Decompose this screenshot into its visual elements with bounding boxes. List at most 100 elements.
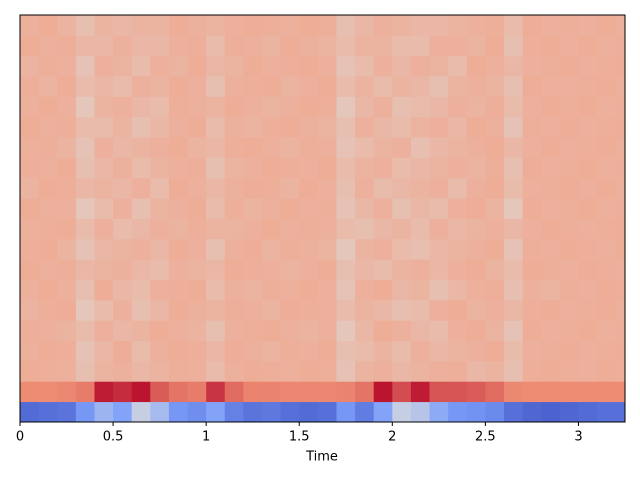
heatmap-cell — [280, 15, 300, 36]
heatmap-cell — [485, 55, 505, 77]
heatmap-cell — [150, 198, 170, 219]
heatmap-cell — [466, 279, 486, 301]
heatmap-cell — [113, 137, 133, 158]
heatmap-cell — [541, 35, 561, 57]
heatmap-cell — [485, 177, 505, 199]
heatmap-cell — [299, 299, 319, 321]
heatmap-cell — [317, 279, 337, 301]
heatmap-cell — [113, 96, 133, 118]
heatmap-cell — [131, 279, 151, 301]
heatmap-cell — [187, 198, 207, 219]
heatmap-cell — [504, 320, 524, 341]
heatmap-cell — [448, 137, 468, 158]
heatmap-cell — [243, 299, 263, 321]
heatmap-cell — [466, 96, 486, 118]
heatmap-cell — [168, 15, 188, 36]
heatmap-cell — [131, 238, 151, 260]
heatmap-cell — [299, 320, 319, 341]
heatmap-cell — [429, 198, 449, 219]
heatmap-cell — [38, 381, 58, 403]
heatmap-cell — [299, 279, 319, 301]
heatmap-cell — [485, 320, 505, 341]
heatmap-cell — [392, 320, 412, 341]
heatmap-cell — [541, 55, 561, 77]
heatmap-cell — [206, 320, 226, 341]
heatmap-cell — [94, 76, 114, 97]
heatmap-cell — [262, 198, 282, 219]
heatmap-cell — [20, 259, 40, 280]
heatmap-cell — [410, 55, 430, 77]
heatmap-cell — [206, 401, 226, 423]
heatmap-cell — [131, 35, 151, 57]
heatmap-cell — [317, 401, 337, 423]
heatmap-cell — [57, 340, 77, 362]
heatmap-cell — [224, 259, 244, 280]
heatmap-cell — [615, 259, 626, 280]
heatmap-cell — [597, 401, 617, 423]
heatmap-cell — [597, 157, 617, 179]
heatmap-cell — [224, 340, 244, 362]
heatmap-cell — [410, 360, 430, 382]
heatmap-cell — [262, 218, 282, 240]
heatmap-cell — [131, 401, 151, 423]
heatmap-cell — [150, 279, 170, 301]
heatmap-cell — [150, 116, 170, 138]
heatmap-cell — [485, 198, 505, 219]
heatmap-cell — [355, 238, 375, 260]
heatmap-cell — [485, 96, 505, 118]
heatmap-cell — [224, 279, 244, 301]
heatmap-cell — [578, 35, 598, 57]
heatmap-cell — [94, 137, 114, 158]
heatmap-cell — [578, 76, 598, 97]
heatmap-cell — [280, 320, 300, 341]
heatmap-cell — [466, 55, 486, 77]
heatmap-cell — [57, 15, 77, 36]
heatmap-cell — [317, 299, 337, 321]
heatmap-cell — [113, 76, 133, 97]
heatmap-cell — [317, 320, 337, 341]
heatmap-cell — [485, 137, 505, 158]
heatmap-cell — [280, 55, 300, 77]
heatmap-cell — [485, 116, 505, 138]
heatmap-cell — [392, 35, 412, 57]
heatmap-cell — [317, 157, 337, 179]
heatmap-cell — [206, 76, 226, 97]
heatmap-cell — [522, 299, 542, 321]
heatmap-cell — [392, 238, 412, 260]
heatmap-cell — [299, 218, 319, 240]
heatmap-cell — [224, 157, 244, 179]
heatmap-cell — [131, 340, 151, 362]
heatmap-cell — [280, 340, 300, 362]
heatmap-cell — [262, 401, 282, 423]
heatmap-cell — [75, 15, 95, 36]
heatmap-cell — [150, 157, 170, 179]
heatmap-cell — [615, 157, 626, 179]
heatmap-cell — [522, 96, 542, 118]
heatmap-cell — [243, 76, 263, 97]
heatmap-cell — [168, 116, 188, 138]
heatmap-cell — [615, 360, 626, 382]
heatmap-cell — [485, 76, 505, 97]
heatmap-cell — [578, 157, 598, 179]
heatmap-cell — [224, 177, 244, 199]
heatmap-cell — [615, 401, 626, 423]
heatmap-cell — [410, 157, 430, 179]
heatmap-cell — [504, 259, 524, 280]
heatmap-cell — [336, 238, 356, 260]
heatmap-cell — [336, 116, 356, 138]
heatmap-cell — [131, 320, 151, 341]
heatmap-cell — [466, 157, 486, 179]
heatmap-cell — [373, 116, 393, 138]
x-tick-label: 2 — [388, 430, 396, 445]
heatmap-cell — [578, 238, 598, 260]
heatmap-cell — [448, 401, 468, 423]
heatmap-cell — [466, 299, 486, 321]
heatmap-cell — [504, 401, 524, 423]
heatmap-cell — [224, 238, 244, 260]
heatmap-cell — [150, 340, 170, 362]
heatmap-cell — [317, 381, 337, 403]
heatmap-cell — [429, 55, 449, 77]
heatmap-cell — [392, 401, 412, 423]
heatmap-cell — [485, 15, 505, 36]
heatmap-cell — [168, 137, 188, 158]
